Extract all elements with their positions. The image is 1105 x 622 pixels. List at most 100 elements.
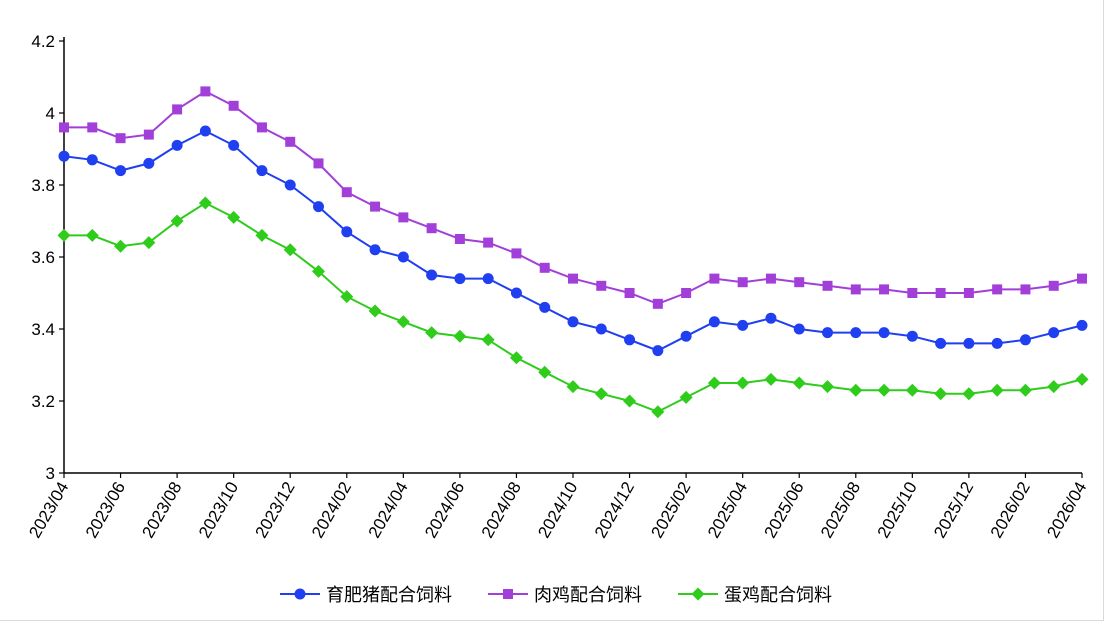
x-tick-label: 2026/04	[1043, 479, 1090, 542]
data-point-diamond	[255, 228, 269, 242]
data-point-square	[992, 284, 1003, 295]
data-point-diamond	[1075, 372, 1089, 386]
data-point-circle	[1076, 319, 1088, 331]
data-point-circle	[1048, 327, 1060, 339]
data-point-square	[370, 201, 381, 212]
data-point-diamond	[114, 239, 128, 253]
legend-marker-circle	[294, 588, 306, 600]
data-point-circle	[624, 334, 636, 346]
data-point-square	[87, 122, 98, 133]
legend-label-0: 育肥猪配合饲料	[326, 585, 452, 606]
data-point-square	[454, 234, 465, 244]
data-point-diamond	[396, 315, 410, 329]
legend-label-2: 蛋鸡配合饲料	[724, 585, 832, 606]
legend-marker-square	[503, 589, 513, 599]
data-point-square	[822, 280, 833, 291]
x-tick-label: 2025/04	[704, 479, 751, 542]
data-point-square	[1077, 273, 1087, 284]
x-tick-label: 2023/04	[25, 479, 72, 542]
data-point-circle	[539, 301, 551, 313]
data-point-diamond	[707, 376, 721, 390]
data-point-circle	[397, 251, 409, 263]
data-point-square	[341, 187, 352, 198]
data-point-circle	[935, 337, 947, 349]
data-point-circle	[58, 150, 70, 162]
data-point-circle	[115, 165, 127, 177]
data-point-circle	[482, 273, 494, 285]
x-tick-label: 2024/02	[308, 479, 355, 542]
data-point-square	[596, 280, 607, 291]
data-point-diamond	[198, 196, 212, 210]
data-point-square	[794, 277, 805, 288]
data-point-square	[935, 288, 946, 298]
data-point-diamond	[57, 228, 71, 242]
y-tick-label: 3.4	[31, 320, 55, 339]
data-point-diamond	[934, 387, 948, 401]
data-point-diamond	[283, 243, 297, 257]
y-tick-label: 3.8	[31, 176, 55, 195]
legend: 育肥猪配合饲料 肉鸡配合饲料 蛋鸡配合饲料	[280, 585, 832, 606]
y-tick-label: 4	[46, 104, 55, 123]
x-tick-label: 2024/04	[365, 479, 412, 542]
data-point-square	[850, 284, 861, 295]
y-tick-label: 3	[46, 464, 55, 483]
data-point-square	[765, 273, 776, 284]
data-point-diamond	[877, 383, 891, 397]
series-lines	[63, 90, 1083, 413]
data-point-square	[1048, 280, 1059, 291]
x-tick-label: 2023/10	[195, 479, 242, 542]
data-point-circle	[313, 201, 324, 213]
y-tick-label: 3.2	[31, 392, 55, 411]
data-point-diamond	[905, 383, 919, 397]
data-point-diamond	[764, 372, 778, 386]
data-point-circle	[86, 154, 98, 166]
data-point-circle	[850, 327, 862, 339]
data-point-diamond	[1018, 383, 1032, 397]
data-point-diamond	[962, 387, 976, 401]
data-point-square	[709, 273, 720, 284]
data-point-square	[511, 248, 522, 259]
data-point-circle	[991, 337, 1003, 349]
series-line-1	[64, 90, 1083, 305]
y-tick-label: 4.2	[31, 32, 55, 51]
data-point-circle	[878, 327, 890, 339]
data-point-square	[907, 288, 918, 298]
data-point-circle	[567, 316, 579, 328]
data-point-circle	[1019, 334, 1031, 346]
data-point-square	[568, 273, 578, 284]
data-point-diamond	[340, 290, 354, 304]
legend-label-1: 肉鸡配合饲料	[534, 585, 642, 606]
data-point-diamond	[85, 228, 99, 242]
data-point-diamond	[566, 380, 580, 394]
data-point-square	[737, 277, 748, 288]
data-point-circle	[454, 273, 466, 285]
data-point-square	[398, 212, 409, 223]
data-point-diamond	[849, 383, 863, 397]
x-tick-label: 2026/02	[987, 479, 1034, 542]
data-point-square	[285, 136, 296, 147]
data-point-circle	[510, 287, 522, 299]
data-point-square	[59, 122, 69, 133]
data-point-diamond	[736, 376, 750, 390]
data-point-circle	[765, 312, 777, 324]
data-point-square	[681, 288, 692, 298]
x-tick-label: 2023/08	[138, 479, 185, 542]
data-point-square	[426, 223, 437, 234]
data-point-diamond	[594, 387, 608, 401]
data-point-square	[143, 129, 154, 140]
data-point-diamond	[623, 394, 637, 408]
data-point-diamond	[821, 380, 834, 394]
data-point-square	[963, 288, 974, 298]
data-point-diamond	[651, 405, 665, 419]
data-point-square	[172, 104, 183, 115]
data-point-square	[200, 86, 211, 97]
data-point-square	[1020, 284, 1031, 295]
data-point-circle	[737, 319, 749, 331]
data-point-circle	[284, 179, 296, 191]
data-point-square	[115, 133, 126, 144]
data-point-diamond	[792, 376, 806, 390]
data-point-circle	[652, 345, 664, 357]
data-point-circle	[228, 139, 240, 151]
data-point-diamond	[425, 326, 439, 340]
